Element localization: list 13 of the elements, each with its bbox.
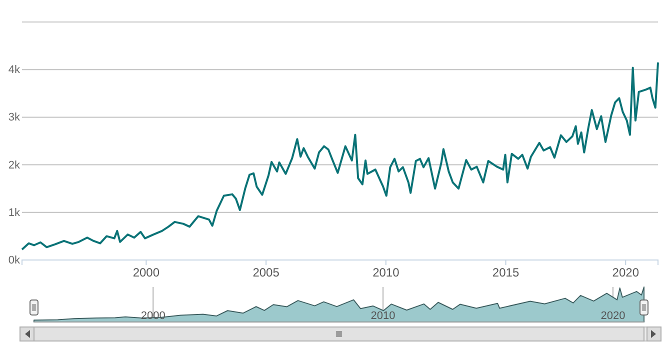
y-tick-label: 0k bbox=[8, 254, 20, 267]
x-tick-label: 2020 bbox=[600, 310, 626, 322]
x-tick-label: 2000 bbox=[132, 266, 160, 280]
y-tick-label: 2k bbox=[8, 159, 20, 172]
x-tick-label: 2010 bbox=[370, 310, 396, 322]
line-series bbox=[21, 61, 659, 251]
x-tick-label: 2005 bbox=[252, 266, 280, 280]
x-tick-label: 2015 bbox=[492, 266, 520, 280]
y-tick-label: 4k bbox=[8, 64, 20, 76]
y-tick-label: 1k bbox=[8, 206, 20, 219]
y-tick-label: 3k bbox=[8, 112, 20, 124]
x-tick-label: 2010 bbox=[372, 266, 400, 280]
x-tick-label: 2020 bbox=[612, 266, 640, 280]
